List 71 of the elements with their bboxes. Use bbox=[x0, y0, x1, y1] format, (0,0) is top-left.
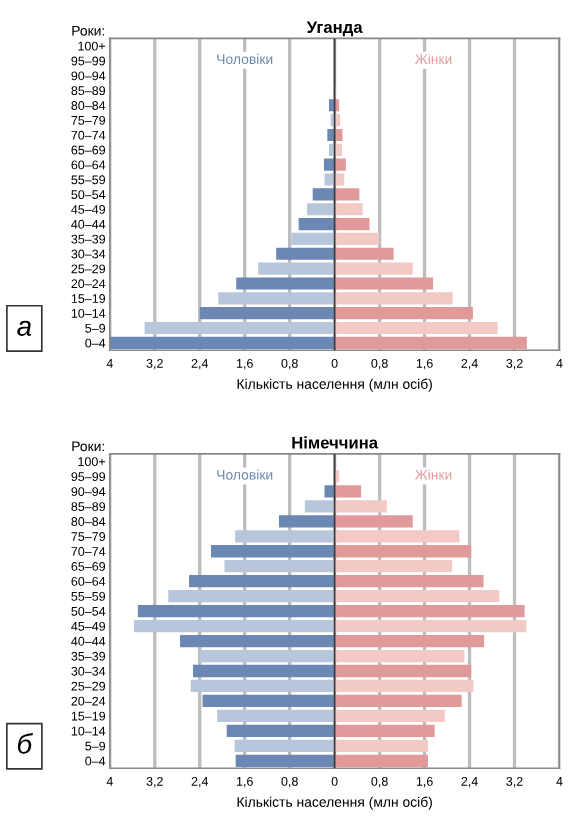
bar bbox=[258, 262, 335, 275]
bar bbox=[144, 321, 335, 335]
bar bbox=[168, 590, 335, 603]
bar bbox=[334, 649, 465, 663]
bar bbox=[235, 530, 335, 543]
bar bbox=[109, 336, 335, 349]
bar bbox=[324, 173, 335, 186]
bar bbox=[334, 262, 413, 275]
text: а bbox=[17, 320, 32, 336]
bar bbox=[226, 724, 335, 737]
bar bbox=[334, 575, 484, 588]
bar bbox=[202, 694, 335, 708]
bar bbox=[218, 292, 335, 305]
bar bbox=[334, 664, 472, 678]
bar bbox=[192, 664, 335, 678]
bar bbox=[334, 203, 363, 216]
bar bbox=[334, 709, 445, 723]
bar bbox=[334, 173, 345, 186]
bar bbox=[278, 515, 335, 528]
bar bbox=[334, 277, 433, 290]
bar bbox=[334, 590, 500, 603]
bar bbox=[236, 277, 335, 290]
bar bbox=[334, 321, 498, 335]
bar bbox=[334, 724, 435, 737]
bar bbox=[137, 604, 335, 618]
bar bbox=[298, 217, 335, 231]
chart-title: Німеччина bbox=[292, 436, 379, 449]
bar bbox=[324, 485, 335, 498]
bar bbox=[334, 232, 380, 245]
bar bbox=[334, 158, 346, 171]
bar bbox=[334, 560, 453, 573]
bar bbox=[334, 545, 472, 558]
bar bbox=[334, 500, 387, 513]
bar bbox=[334, 739, 428, 752]
bar bbox=[334, 619, 527, 633]
bar bbox=[334, 679, 474, 693]
bar bbox=[224, 560, 335, 573]
bar bbox=[334, 247, 394, 260]
bar bbox=[291, 232, 335, 245]
bar bbox=[334, 515, 413, 528]
bar bbox=[235, 754, 335, 767]
bar bbox=[334, 217, 370, 231]
bar bbox=[133, 619, 335, 633]
bar bbox=[334, 634, 485, 648]
bar bbox=[199, 649, 335, 663]
bar bbox=[334, 604, 525, 618]
bar bbox=[189, 575, 335, 588]
bar bbox=[334, 694, 462, 708]
bar bbox=[334, 292, 453, 305]
bar bbox=[334, 307, 473, 320]
bar bbox=[180, 634, 335, 648]
bar bbox=[210, 545, 335, 558]
bar bbox=[234, 739, 335, 752]
bar bbox=[199, 307, 335, 320]
bar bbox=[334, 143, 342, 156]
bar bbox=[217, 709, 335, 723]
bar bbox=[190, 679, 335, 693]
bar bbox=[334, 188, 360, 201]
bar bbox=[334, 485, 362, 498]
bar bbox=[304, 500, 335, 513]
bar bbox=[307, 203, 335, 216]
bar bbox=[334, 754, 428, 767]
bar bbox=[334, 128, 343, 142]
bar bbox=[323, 158, 335, 171]
bar bbox=[334, 470, 340, 483]
text: б bbox=[17, 733, 33, 754]
bar bbox=[276, 247, 335, 260]
bar bbox=[312, 188, 335, 201]
bar bbox=[334, 530, 460, 543]
bar bbox=[334, 336, 527, 349]
chart-title: Уганда bbox=[306, 21, 363, 37]
